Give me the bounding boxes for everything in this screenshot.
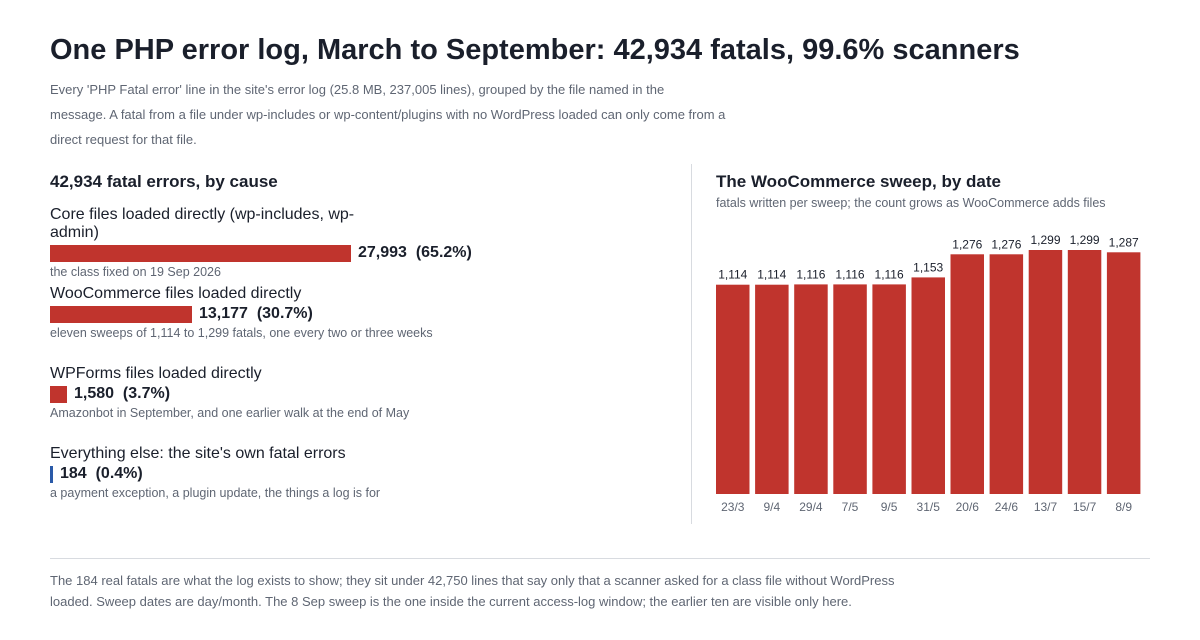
- cause-label: Core files loaded directly (wp-includes,…: [50, 206, 355, 241]
- sweep-date-label: 24/6: [995, 500, 1019, 514]
- cause-everything-else: Everything else: the site's own fatal er…: [50, 445, 690, 500]
- cause-label: WooCommerce files loaded directly: [50, 285, 302, 302]
- sweep-value-label: 1,114: [757, 268, 786, 282]
- cause-bar: [50, 305, 192, 323]
- sweep-value-label: 1,116: [835, 267, 864, 281]
- subtitle-line: Every 'PHP Fatal error' line in the site…: [50, 82, 665, 97]
- cause-note: eleven sweeps of 1,114 to 1,299 fatals, …: [50, 326, 433, 340]
- sweep-heading: The WooCommerce sweep, by date: [716, 172, 1001, 191]
- sweep-bar-chart: 1,114 23/3 1,114 9/4 1,116 29/4 1,116 7/5 1,116 9…: [716, 233, 1141, 514]
- sweep-value-label: 1,299: [1030, 233, 1060, 247]
- cause-value: 184 (0.4%): [60, 465, 143, 482]
- footnote-line: loaded. Sweep dates are day/month. The 8…: [50, 594, 852, 609]
- sweep-date-label: 31/5: [917, 500, 941, 514]
- sweep-value-label: 1,153: [913, 260, 943, 274]
- cause-bar: [50, 385, 67, 403]
- sweep-date-label: 23/3: [721, 500, 745, 514]
- sweep-bar: [833, 284, 867, 494]
- cause-note: a payment exception, a plugin update, th…: [50, 486, 381, 500]
- cause-row: 184 (0.4%): [50, 465, 690, 483]
- panel-divider: [691, 164, 692, 524]
- sweep-date-label: 9/5: [881, 500, 898, 514]
- cause-wpforms: WPForms files loaded directly 1,580 (3.7…: [50, 365, 690, 420]
- sweep-date-label: 7/5: [842, 500, 859, 514]
- sweep-value-label: 1,114: [718, 268, 747, 282]
- page-title: One PHP error log, March to September: 4…: [50, 34, 1020, 66]
- sweep-bar: [1106, 252, 1141, 494]
- footnote: The 184 real fatals are what the log exi…: [50, 570, 1010, 612]
- sweep-bar: [755, 284, 789, 494]
- cause-note: the class fixed on 19 Sep 2026: [50, 265, 221, 279]
- sweep-value-label: 1,276: [991, 237, 1021, 251]
- causes-heading: 42,934 fatal errors, by cause: [50, 172, 278, 191]
- cause-value: 1,580 (3.7%): [74, 385, 171, 402]
- sweep-bar: [716, 284, 750, 494]
- sweep-bar: [950, 254, 984, 494]
- footer-divider: [50, 558, 1150, 559]
- sweep-value-label: 1,287: [1109, 235, 1139, 249]
- cause-value: 13,177 (30.7%): [199, 305, 313, 322]
- sweep-value-label: 1,276: [952, 237, 982, 251]
- subtitle-line: direct request for that file.: [50, 132, 197, 147]
- subtitle-line: message. A fatal from a file under wp-in…: [50, 107, 726, 122]
- sweep-bar: [1067, 250, 1102, 494]
- sweep-bar: [872, 284, 906, 494]
- sweep-bar: [911, 277, 945, 494]
- page-subtitle: Every 'PHP Fatal error' line in the site…: [50, 77, 810, 152]
- cause-value: 27,993 (65.2%): [358, 244, 472, 261]
- cause-bar: [50, 244, 351, 262]
- cause-row: 13,177 (30.7%): [50, 305, 690, 323]
- sweep-bar: [1028, 250, 1063, 494]
- sweep-bar: [794, 284, 828, 494]
- cause-label: Everything else: the site's own fatal er…: [50, 445, 346, 462]
- cause-row: 1,580 (3.7%): [50, 385, 690, 403]
- sweep-date-label: 20/6: [956, 500, 980, 514]
- sweep-date-label: 13/7: [1034, 500, 1058, 514]
- sweep-date-label: 15/7: [1073, 500, 1097, 514]
- sweep-bar: [989, 254, 1024, 494]
- sweep-date-label: 29/4: [799, 500, 823, 514]
- sweep-date-label: 8/9: [1115, 500, 1132, 514]
- sweep-date-label: 9/4: [763, 500, 780, 514]
- cause-core: Core files loaded directly (wp-includes,…: [50, 206, 690, 279]
- cause-label: WPForms files loaded directly: [50, 365, 262, 382]
- cause-bar: [50, 465, 53, 483]
- sweep-value-label: 1,116: [796, 267, 825, 281]
- footnote-line: The 184 real fatals are what the log exi…: [50, 573, 895, 588]
- sweep-value-label: 1,299: [1070, 233, 1100, 247]
- cause-row: 27,993 (65.2%): [50, 244, 690, 262]
- cause-woocommerce: WooCommerce files loaded directly 13,177…: [50, 285, 690, 340]
- sweep-subheading: fatals written per sweep; the count grow…: [716, 196, 1106, 210]
- cause-note: Amazonbot in September, and one earlier …: [50, 406, 410, 420]
- sweep-value-label: 1,116: [875, 267, 904, 281]
